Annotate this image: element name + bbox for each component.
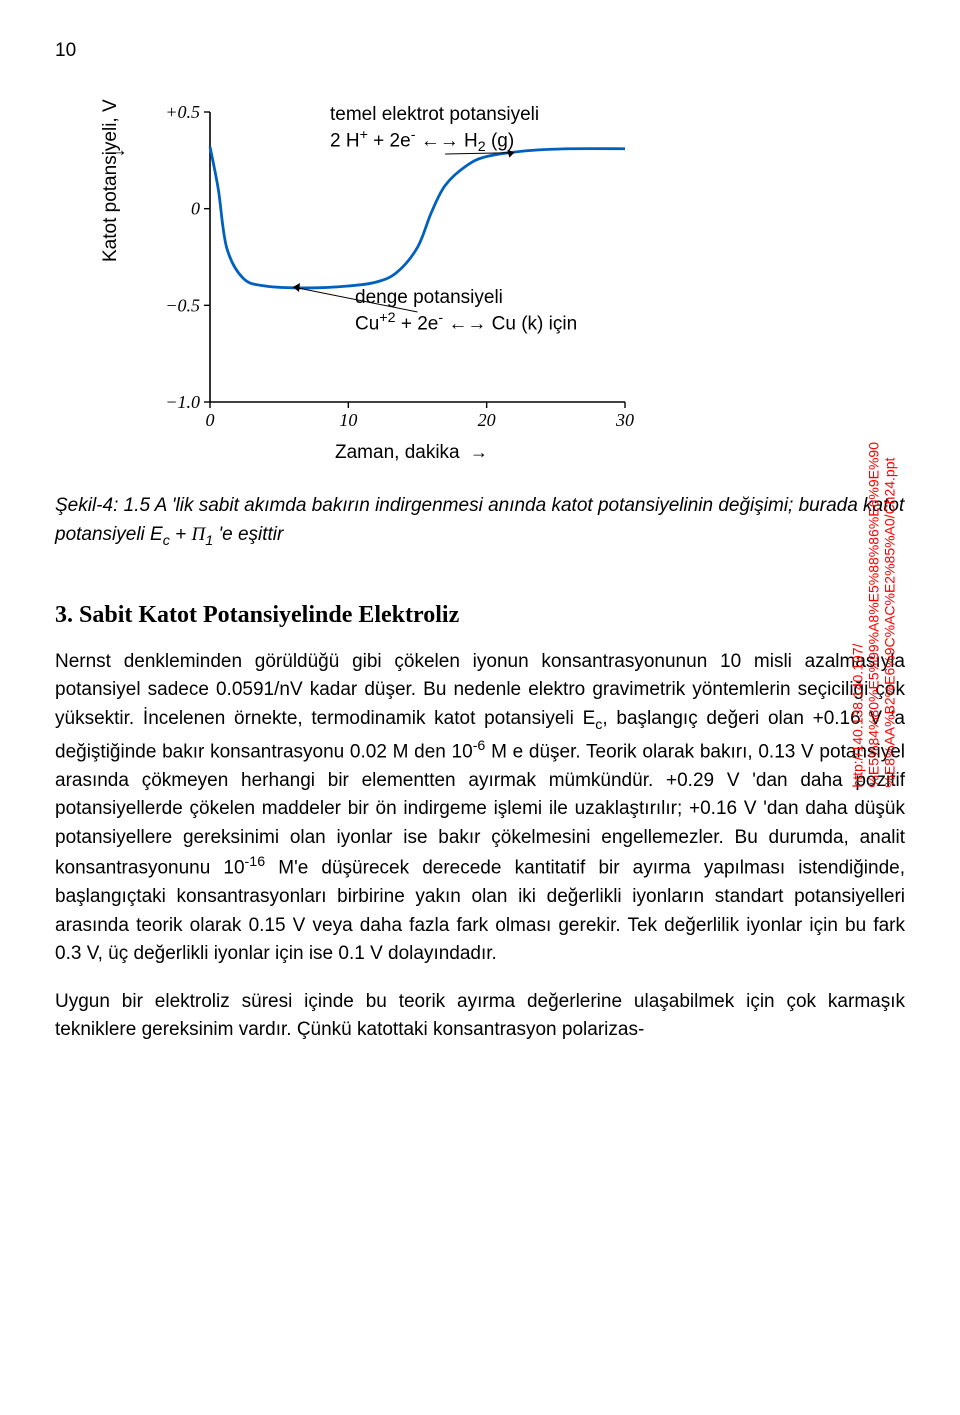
annotation-top: temel elektrot potansiyeli 2 H+ + 2e- ←→…: [330, 104, 539, 156]
svg-text:0: 0: [191, 199, 200, 219]
section-heading: 3. Sabit Katot Potansiyelinde Elektroliz: [55, 602, 905, 629]
annot-top-line1: temel elektrot potansiyeli: [330, 104, 539, 127]
x-axis-label: Zaman, dakika: [335, 442, 460, 464]
x-axis-arrow: →: [470, 442, 488, 463]
figure-4: Katot potansiyeli, V → −1.0 −0.5 0 +0.5 0 10 2…: [55, 92, 905, 482]
svg-text:0: 0: [206, 410, 215, 430]
annotation-mid: denge potansiyeli Cu+2 + 2e- ←→ Cu (k) i…: [355, 287, 577, 336]
page-number: 10: [55, 40, 905, 62]
svg-text:−1.0: −1.0: [165, 392, 200, 412]
paragraph-1: Nernst denkleminden görüldüğü gibi çökel…: [55, 648, 905, 969]
caption-label: Şekil-4:: [55, 495, 118, 516]
svg-text:30: 30: [615, 410, 634, 430]
y-axis-label: Katot potansiyeli, V: [100, 99, 122, 262]
svg-text:20: 20: [478, 410, 496, 430]
svg-text:10: 10: [339, 410, 357, 430]
y-axis-arrow: →: [109, 140, 128, 162]
svg-text:−0.5: −0.5: [165, 295, 200, 315]
source-url: http://140.138.140.197/ %E5%84%80%E5%99%…: [850, 442, 898, 788]
annot-mid-line2: Cu+2 + 2e- ←→ Cu (k) için: [355, 310, 577, 336]
svg-text:+0.5: +0.5: [165, 102, 200, 122]
annot-top-line2: 2 H+ + 2e- ←→ H2 (g): [330, 127, 539, 156]
paragraph-2: Uygun bir elektroliz süresi içinde bu te…: [55, 988, 905, 1045]
figure-caption: Şekil-4: 1.5 A 'lik sabit akımda bakırın…: [55, 492, 905, 552]
annot-mid-line1: denge potansiyeli: [355, 287, 577, 310]
